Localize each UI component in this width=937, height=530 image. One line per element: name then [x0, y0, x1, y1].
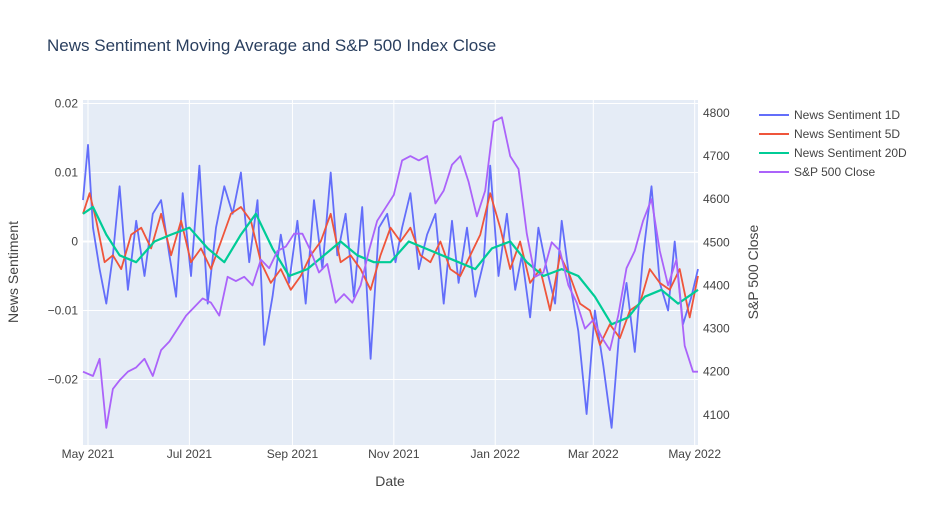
x-tick-label: Jan 2022: [471, 447, 521, 461]
y2-tick-label: 4800: [703, 106, 730, 120]
y-tick-label: 0.02: [55, 96, 79, 110]
y-axis-title: News Sentiment: [5, 221, 21, 323]
x-tick-label: May 2021: [62, 447, 115, 461]
y-tick-label: −0.02: [48, 372, 79, 386]
y2-axis-title: S&P 500 Close: [745, 224, 761, 319]
x-tick-label: Nov 2021: [368, 447, 420, 461]
y2-tick-label: 4200: [703, 365, 730, 379]
series-line-4: [82, 116, 698, 429]
legend-item-label: News Sentiment 1D: [794, 108, 900, 122]
y2-tick-label: 4700: [703, 149, 730, 163]
y-tick-label: −0.01: [48, 303, 79, 317]
plot-area: [83, 100, 698, 445]
x-axis-title: Date: [375, 473, 405, 489]
y2-tick-label: 4500: [703, 235, 730, 249]
y2-tick-label: 4100: [703, 408, 730, 422]
chart-title: News Sentiment Moving Average and S&P 50…: [47, 36, 496, 55]
series-line-1: [82, 143, 699, 429]
legend-item-label: News Sentiment 5D: [794, 127, 900, 141]
y-tick-label: 0: [71, 234, 78, 248]
x-tick-label: Mar 2022: [568, 447, 619, 461]
series-line-3: [82, 205, 699, 326]
legend-item-label: News Sentiment 20D: [794, 146, 907, 160]
tick-layer: May 2021 Jul 2021 Sep 2021 Nov 2021 Jan 2022…: [48, 96, 730, 461]
x-tick-label: Jul 2021: [167, 447, 213, 461]
y2-tick-label: 4300: [703, 322, 730, 336]
y-tick-label: 0.01: [55, 165, 79, 179]
series-layer: [82, 116, 699, 429]
legend-item-label: S&P 500 Close: [794, 165, 875, 179]
y2-tick-label: 4400: [703, 278, 730, 292]
x-tick-label: May 2022: [668, 447, 721, 461]
y2-tick-label: 4600: [703, 192, 730, 206]
series-line-2: [82, 192, 699, 346]
x-tick-label: Sep 2021: [267, 447, 319, 461]
legend: News Sentiment 1D News Sentiment 5D News S…: [759, 108, 907, 179]
